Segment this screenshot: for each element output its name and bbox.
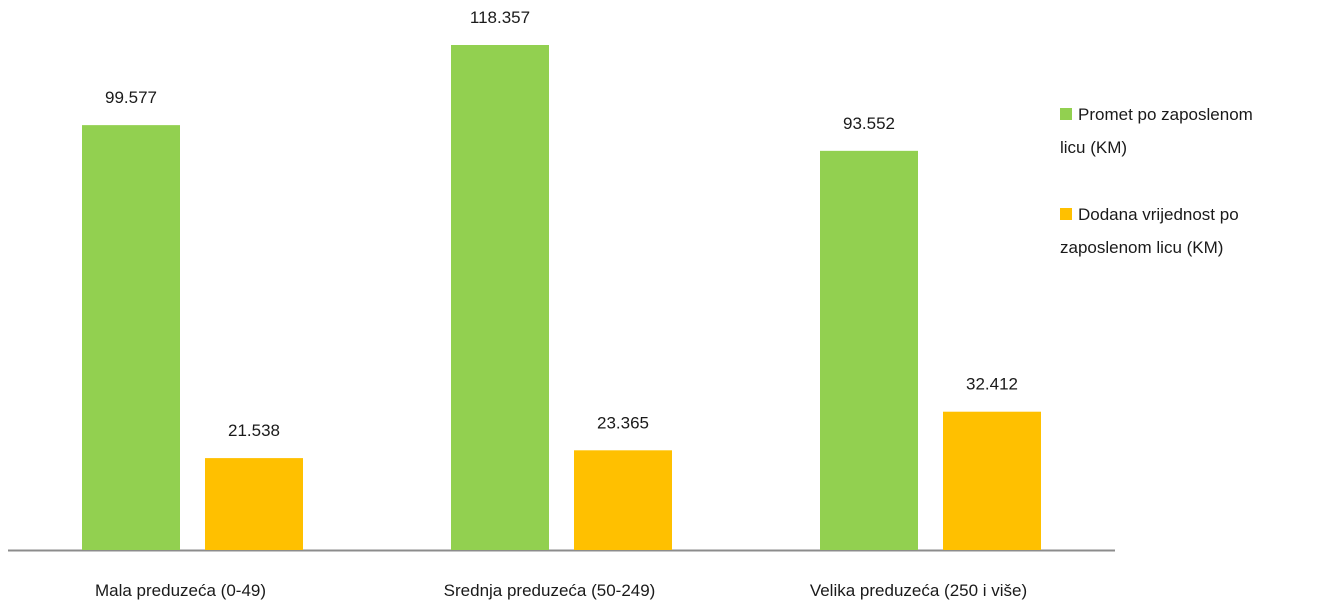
x-tick-label: Srednja preduzeća (50-249)	[444, 581, 656, 600]
bar	[574, 450, 672, 550]
legend-swatch	[1060, 108, 1072, 120]
bar	[451, 45, 549, 550]
bar	[205, 458, 303, 550]
data-label: 21.538	[228, 421, 280, 440]
bar	[82, 125, 180, 550]
legend-item: Dodana vrijednost po zaposlenom licu (KM…	[1060, 198, 1272, 264]
bar	[820, 150, 918, 550]
data-label: 118.357	[470, 8, 530, 27]
data-label: 32.412	[966, 375, 1018, 394]
x-tick-label: Mala preduzeća (0-49)	[95, 581, 266, 600]
legend-label: Dodana vrijednost po zaposlenom licu (KM…	[1060, 205, 1239, 257]
data-label: 93.552	[843, 114, 895, 133]
legend-swatch	[1060, 208, 1072, 220]
bar	[943, 411, 1041, 550]
x-tick-label: Velika preduzeća (250 i više)	[810, 581, 1027, 600]
data-label: 99.577	[105, 88, 157, 107]
legend-item: Promet po zaposlenom licu (KM)	[1060, 98, 1272, 164]
legend-label: Promet po zaposlenom licu (KM)	[1060, 105, 1253, 157]
data-label: 23.365	[597, 413, 649, 432]
